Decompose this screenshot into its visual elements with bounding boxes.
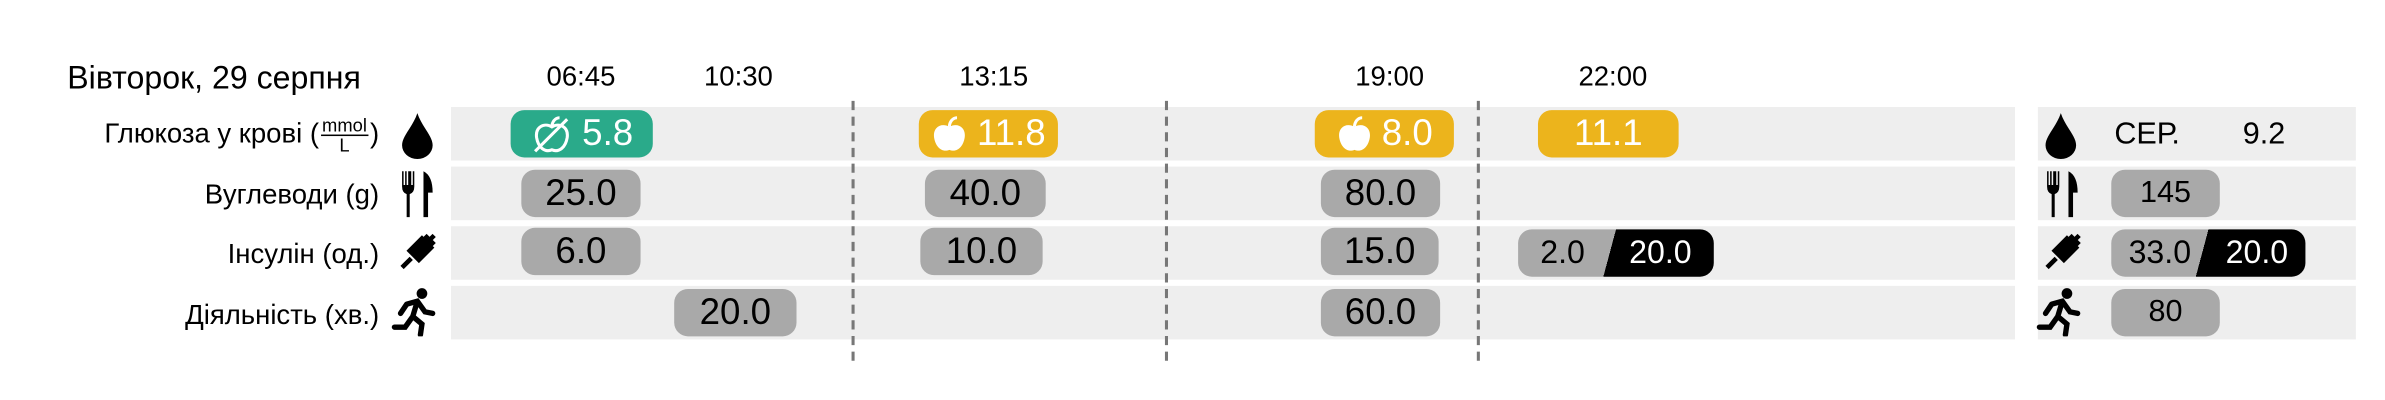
unit: mmol L bbox=[320, 114, 369, 156]
cutlery-icon bbox=[2047, 171, 2078, 218]
total-activity: 80 bbox=[2111, 288, 2220, 337]
pill-value: 11.8 bbox=[976, 112, 1046, 154]
bolus-total: 33.0 bbox=[2128, 234, 2192, 270]
divider bbox=[1476, 100, 1480, 361]
pill-value: 8.0 bbox=[1381, 112, 1433, 154]
pill-value: 5.8 bbox=[582, 112, 634, 154]
glucose-pill[interactable]: 8.0 bbox=[1314, 110, 1454, 158]
insulin-pill[interactable]: 6.0 bbox=[521, 227, 641, 276]
syringe-icon bbox=[400, 233, 436, 270]
runner-icon bbox=[2036, 288, 2081, 337]
total-insulin: 33.0 20.0 bbox=[2111, 229, 2306, 277]
time-label: 19:00 bbox=[1355, 61, 1425, 92]
glucose-pill[interactable]: 11.8 bbox=[918, 110, 1058, 158]
cutlery-icon bbox=[402, 171, 433, 218]
apple-icon bbox=[1338, 115, 1370, 150]
insulin-pill[interactable]: 15.0 bbox=[1320, 227, 1439, 276]
time-label: 13:15 bbox=[959, 61, 1029, 92]
time-label: 22:00 bbox=[1578, 61, 1648, 92]
average-glucose: 9.2 bbox=[2242, 117, 2286, 152]
total-carbs: 145 bbox=[2111, 169, 2220, 218]
bolus-value: 2.0 bbox=[1540, 234, 1585, 270]
average-label: СЕР. bbox=[2114, 117, 2180, 152]
unit-num: mmol bbox=[320, 114, 369, 137]
drop-icon bbox=[402, 113, 433, 159]
apple-icon bbox=[933, 115, 965, 150]
carbs-pill[interactable]: 25.0 bbox=[521, 169, 641, 218]
date-title: Вівторок, 29 серпня bbox=[67, 61, 361, 97]
activity-pill[interactable]: 20.0 bbox=[674, 288, 797, 337]
carbs-pill[interactable]: 40.0 bbox=[924, 169, 1046, 218]
summary-band bbox=[2037, 107, 2356, 161]
syringe-icon bbox=[2045, 233, 2081, 270]
label-text: Глюкоза у крові ( bbox=[104, 118, 319, 149]
row-label: Діяльність (хв.) bbox=[185, 299, 380, 331]
basal-total: 20.0 bbox=[2225, 234, 2289, 270]
row-band bbox=[450, 166, 2015, 221]
carbs-pill[interactable]: 80.0 bbox=[1320, 169, 1441, 218]
row-band bbox=[450, 107, 2015, 161]
insulin-pill[interactable]: 10.0 bbox=[920, 227, 1043, 276]
runner-icon bbox=[391, 288, 436, 337]
drop-icon bbox=[2045, 113, 2077, 159]
row-label: Вуглеводи (g) bbox=[204, 178, 380, 210]
insulin-split-pill[interactable]: 2.0 20.0 bbox=[1518, 229, 1714, 277]
time-label: 06:45 bbox=[546, 61, 616, 92]
time-label: 10:30 bbox=[703, 61, 773, 92]
glucose-pill[interactable]: 11.1 bbox=[1537, 110, 1679, 158]
activity-pill[interactable]: 60.0 bbox=[1320, 288, 1441, 337]
row-label: Глюкоза у крові (mmol L) bbox=[104, 116, 379, 154]
unit-den: L bbox=[339, 134, 350, 156]
label-text: ) bbox=[369, 118, 380, 149]
row-label: Інсулін (од.) bbox=[227, 238, 380, 270]
apple-crossed-icon bbox=[533, 115, 569, 152]
pill-value: 11.1 bbox=[1573, 112, 1643, 154]
row-band bbox=[450, 226, 2015, 280]
divider bbox=[851, 100, 855, 361]
basal-value: 20.0 bbox=[1629, 234, 1692, 270]
divider bbox=[1164, 100, 1169, 361]
glucose-pill[interactable]: 5.8 bbox=[510, 110, 653, 158]
